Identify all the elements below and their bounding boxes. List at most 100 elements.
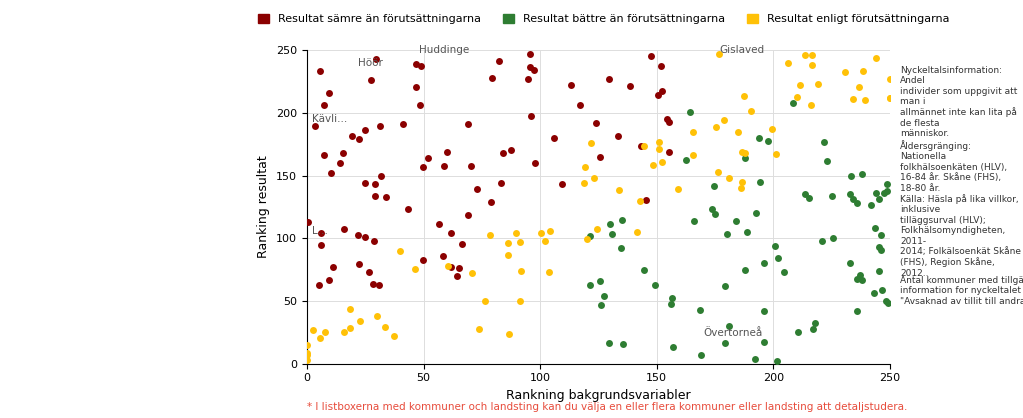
- Point: [299, 357, 315, 363]
- Point: [865, 290, 882, 296]
- Point: [769, 358, 786, 365]
- Point: [299, 342, 315, 349]
- Point: [554, 181, 571, 187]
- Text: Kävli...: Kävli...: [312, 114, 347, 124]
- Point: [756, 338, 772, 345]
- Point: [677, 156, 694, 163]
- Point: [818, 158, 835, 165]
- Point: [484, 74, 500, 81]
- X-axis label: Rankning bakgrundsvariabler: Rankning bakgrundsvariabler: [506, 389, 691, 402]
- Point: [431, 221, 447, 228]
- Point: [439, 148, 455, 155]
- Point: [601, 340, 617, 347]
- Point: [868, 55, 884, 62]
- Point: [585, 175, 602, 181]
- Point: [614, 217, 630, 224]
- Point: [315, 152, 331, 159]
- Point: [311, 281, 327, 288]
- Point: [320, 90, 337, 97]
- Point: [739, 228, 755, 235]
- Point: [876, 190, 892, 196]
- Point: [845, 95, 861, 102]
- Point: [792, 82, 808, 89]
- Point: [502, 146, 519, 153]
- Point: [582, 282, 598, 289]
- Point: [522, 64, 538, 71]
- Point: [591, 154, 608, 161]
- Point: [837, 69, 853, 75]
- Point: [638, 196, 655, 203]
- Point: [494, 150, 510, 157]
- Point: [613, 245, 629, 251]
- Point: [601, 76, 617, 82]
- Point: [664, 295, 680, 301]
- Point: [357, 179, 373, 186]
- Point: [775, 269, 792, 276]
- Point: [737, 154, 753, 161]
- Point: [647, 282, 663, 289]
- Point: [323, 169, 340, 176]
- Point: [716, 116, 732, 123]
- Point: [377, 324, 394, 331]
- Point: [343, 325, 359, 331]
- Point: [357, 126, 373, 133]
- Point: [482, 231, 498, 238]
- Point: [866, 224, 883, 231]
- Point: [706, 183, 722, 189]
- Point: [684, 151, 701, 158]
- Point: [814, 238, 831, 245]
- Point: [661, 149, 677, 155]
- Point: [721, 323, 738, 330]
- Point: [654, 87, 670, 94]
- Point: [365, 280, 382, 287]
- Point: [863, 201, 880, 208]
- Point: [756, 308, 772, 314]
- Point: [366, 181, 383, 188]
- Point: [716, 340, 732, 347]
- Point: [651, 139, 667, 145]
- Text: * I listboxerna med kommuner och landsting kan du välja en eller flera kommuner : * I listboxerna med kommuner och landsti…: [307, 402, 907, 412]
- Point: [661, 119, 677, 125]
- Point: [611, 187, 627, 194]
- Point: [659, 116, 675, 123]
- Point: [491, 57, 507, 64]
- Point: [751, 135, 767, 141]
- Point: [769, 255, 786, 261]
- Point: [336, 329, 352, 336]
- Point: [541, 269, 558, 275]
- Point: [850, 83, 866, 90]
- Point: [804, 62, 820, 69]
- Point: [316, 102, 332, 109]
- Point: [882, 94, 898, 101]
- Point: [807, 319, 824, 326]
- Point: [815, 138, 832, 145]
- Text: L...: L...: [312, 227, 327, 237]
- Point: [386, 332, 402, 339]
- Point: [463, 270, 480, 276]
- Point: [407, 61, 424, 67]
- Legend: Resultat sämre än förutsättningarna, Resultat bättre än förutsättningarna, Resul: Resultat sämre än förutsättningarna, Res…: [253, 10, 954, 29]
- Point: [644, 161, 661, 168]
- Point: [879, 188, 895, 195]
- Point: [395, 120, 411, 127]
- Point: [343, 306, 359, 312]
- Point: [420, 154, 437, 161]
- Point: [392, 248, 408, 255]
- Point: [707, 210, 723, 217]
- Point: [842, 190, 858, 197]
- Point: [357, 233, 373, 240]
- Point: [768, 151, 785, 158]
- Point: [766, 242, 783, 249]
- Point: [803, 102, 819, 109]
- Point: [367, 193, 384, 199]
- Point: [316, 329, 332, 335]
- Point: [685, 129, 702, 135]
- Point: [804, 51, 820, 58]
- Point: [500, 252, 517, 258]
- Point: [873, 232, 889, 239]
- Point: [857, 97, 874, 103]
- Point: [825, 193, 841, 199]
- Point: [331, 159, 348, 166]
- Point: [512, 297, 528, 304]
- Point: [351, 260, 367, 267]
